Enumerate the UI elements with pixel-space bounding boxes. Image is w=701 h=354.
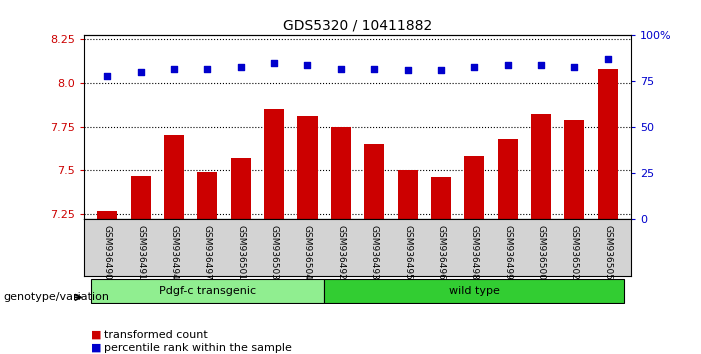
Bar: [531, 114, 551, 219]
Text: GSM936504: GSM936504: [303, 225, 312, 280]
Point: [402, 68, 413, 73]
Text: ■: ■: [91, 330, 102, 339]
Bar: [397, 170, 418, 219]
Bar: [464, 156, 484, 219]
Text: GSM936505: GSM936505: [603, 225, 612, 280]
Bar: [131, 176, 151, 219]
Bar: [264, 109, 284, 219]
Bar: [231, 158, 251, 219]
Bar: [297, 116, 318, 219]
Point: [202, 66, 213, 72]
Point: [268, 60, 280, 66]
Title: GDS5320 / 10411882: GDS5320 / 10411882: [283, 19, 432, 33]
Text: GSM936494: GSM936494: [170, 225, 179, 280]
Text: GSM936501: GSM936501: [236, 225, 245, 280]
Bar: [198, 172, 217, 219]
Point: [168, 66, 179, 72]
Text: GSM936491: GSM936491: [136, 225, 145, 280]
Point: [435, 68, 447, 73]
Bar: [331, 127, 350, 219]
Text: GSM936490: GSM936490: [103, 225, 112, 280]
Text: GSM936502: GSM936502: [570, 225, 579, 280]
Text: GSM936493: GSM936493: [369, 225, 379, 280]
Bar: [324, 279, 624, 303]
Text: GSM936499: GSM936499: [503, 225, 512, 280]
Point: [236, 64, 247, 69]
Bar: [164, 135, 184, 219]
Text: GSM936498: GSM936498: [470, 225, 479, 280]
Text: transformed count: transformed count: [104, 330, 207, 339]
Text: ■: ■: [91, 343, 102, 353]
Text: GSM936497: GSM936497: [203, 225, 212, 280]
Point: [369, 66, 380, 72]
Point: [502, 62, 513, 68]
Point: [102, 73, 113, 79]
Point: [302, 62, 313, 68]
Bar: [97, 211, 118, 219]
Text: GSM936500: GSM936500: [536, 225, 545, 280]
Text: percentile rank within the sample: percentile rank within the sample: [104, 343, 292, 353]
Bar: [564, 120, 584, 219]
Bar: [365, 144, 384, 219]
Bar: [597, 69, 618, 219]
Text: genotype/variation: genotype/variation: [4, 292, 109, 302]
Text: GSM936495: GSM936495: [403, 225, 412, 280]
Text: GSM936503: GSM936503: [270, 225, 279, 280]
Bar: [498, 139, 517, 219]
Bar: [431, 177, 451, 219]
Point: [602, 57, 613, 62]
Point: [468, 64, 479, 69]
Point: [335, 66, 346, 72]
Text: Pdgf-c transgenic: Pdgf-c transgenic: [159, 286, 256, 296]
Text: GSM936496: GSM936496: [436, 225, 445, 280]
Text: GSM936492: GSM936492: [336, 225, 346, 280]
Text: wild type: wild type: [449, 286, 500, 296]
Point: [135, 69, 147, 75]
Point: [569, 64, 580, 69]
Bar: [91, 279, 324, 303]
Point: [536, 62, 547, 68]
